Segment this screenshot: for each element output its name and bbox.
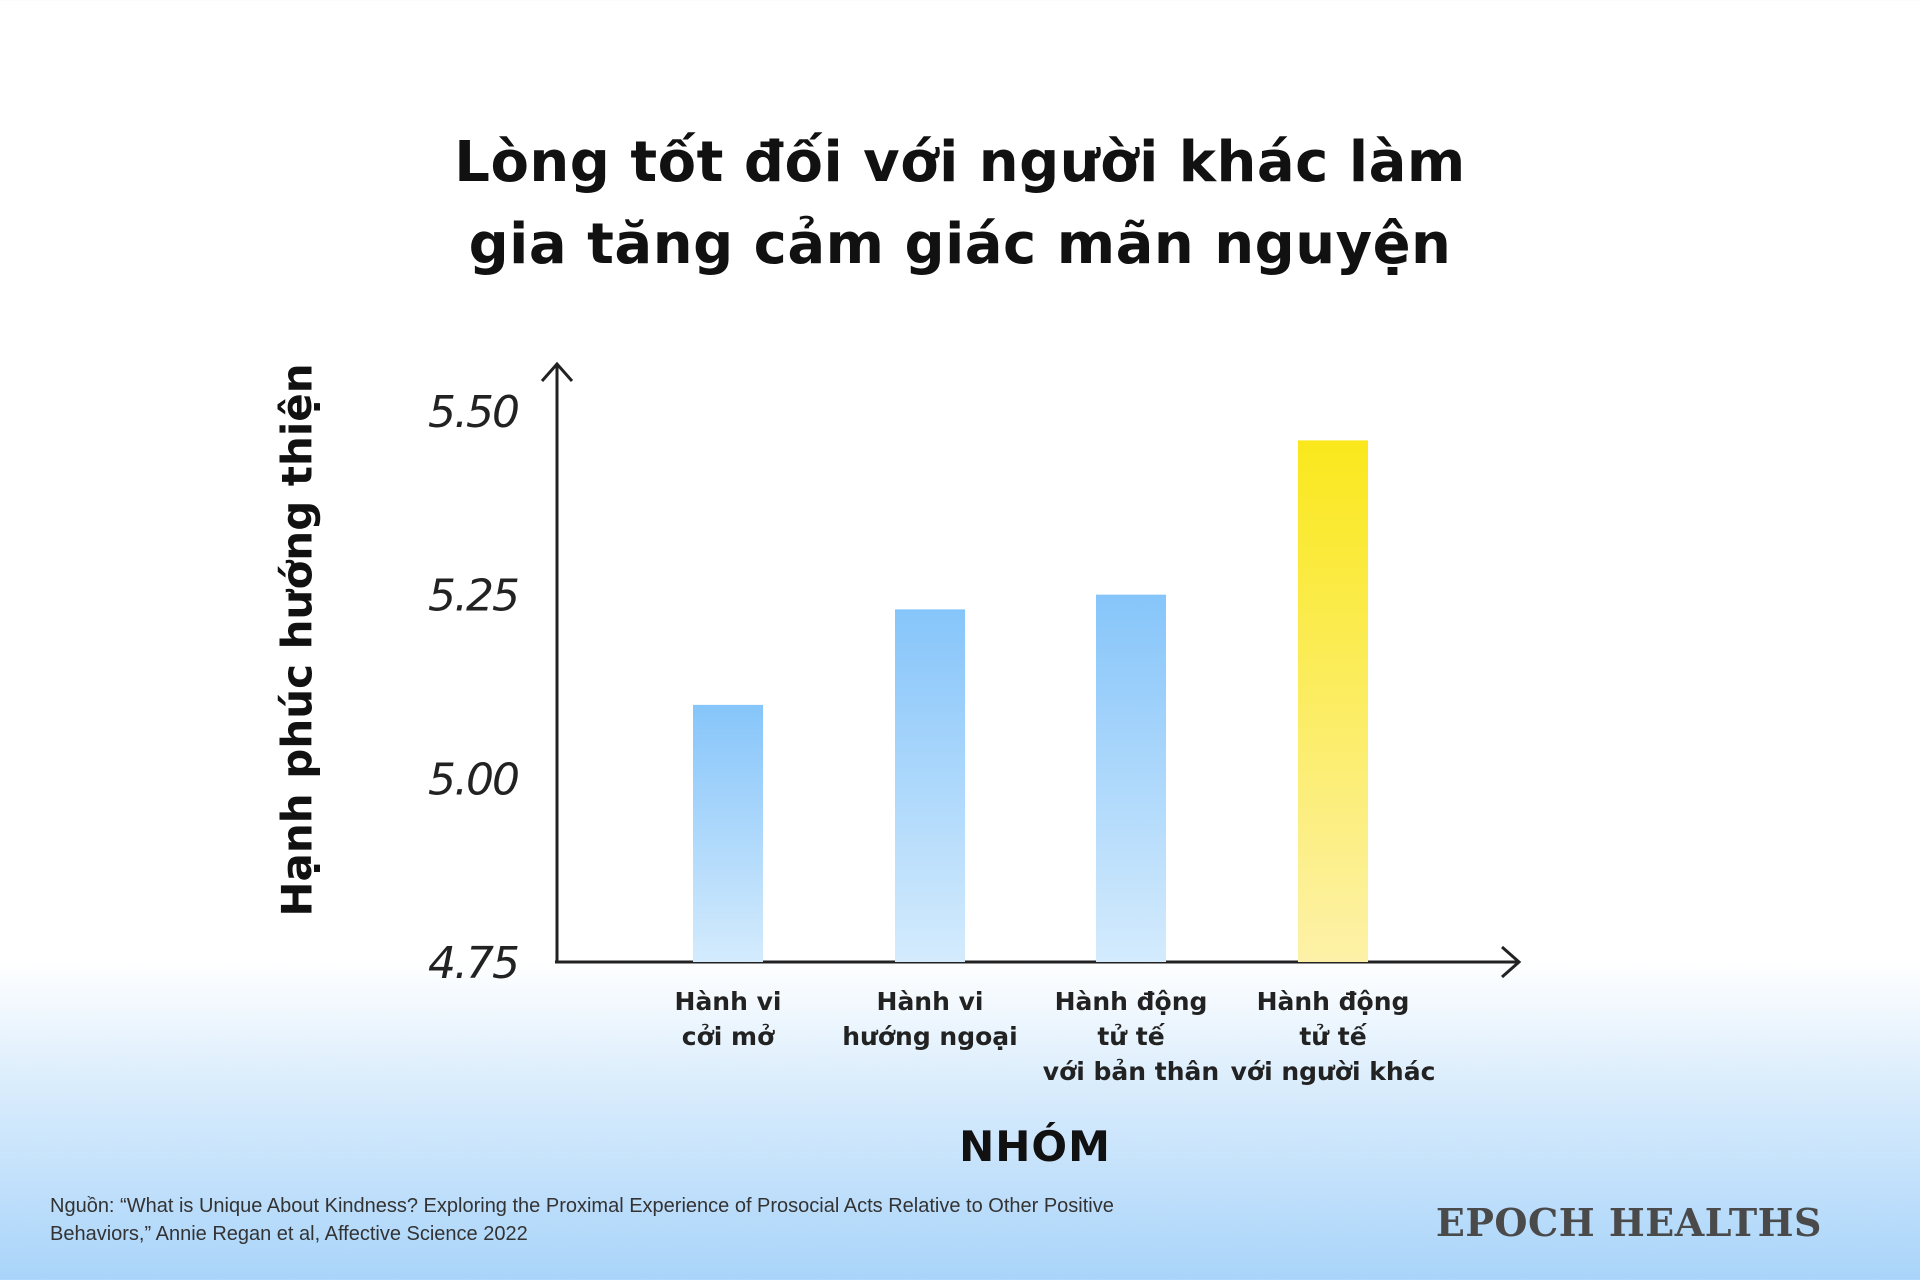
bar-4 — [1298, 440, 1368, 962]
y-tick-label: 5.25 — [428, 571, 518, 622]
x-tick-label-line: Hành động — [1257, 987, 1410, 1016]
source-line-2: Behaviors,” Annie Regan et al, Affective… — [50, 1223, 528, 1245]
x-axis-arrow — [1501, 945, 1522, 979]
x-tick-label-1: Hành vi cởi mở — [675, 987, 782, 1051]
chart-title-line-1: Lòng tốt đối với người khác làm — [454, 130, 1466, 195]
chart-title-line-2: gia tăng cảm giác mãn nguyện — [468, 212, 1452, 277]
x-tick-label-3: Hành động tử tế với bản thân — [1043, 987, 1219, 1086]
x-tick-label-2: Hành vi hướng ngoại — [842, 987, 1017, 1051]
y-tick-label: 5.00 — [428, 754, 518, 805]
chart-axes — [540, 361, 1522, 979]
x-tick-label-line: Hành vi — [675, 987, 782, 1016]
x-tick-label-line: cởi mở — [682, 1022, 775, 1051]
brand-logo: EPOCH HEALTHS — [1435, 1200, 1822, 1245]
x-axis-label: NHÓM — [959, 1122, 1111, 1171]
y-axis-arrow — [540, 361, 574, 382]
source-citation: Nguồn: “What is Unique About Kindness? E… — [50, 1192, 1350, 1248]
x-tick-label-line: với bản thân — [1043, 1057, 1219, 1086]
y-tick-label: 5.50 — [428, 387, 518, 438]
bar-3 — [1096, 594, 1166, 962]
bar-2 — [895, 609, 965, 962]
x-tick-label-line: tử tế — [1097, 1022, 1165, 1051]
x-tick-label-line: với người khác — [1231, 1057, 1436, 1086]
x-tick-label-line: tử tế — [1299, 1022, 1367, 1051]
source-line-1: Nguồn: “What is Unique About Kindness? E… — [50, 1195, 1114, 1217]
x-tick-label-4: Hành động tử tế với người khác — [1231, 987, 1436, 1086]
chart-title: Lòng tốt đối với người khác làm gia tăng… — [0, 122, 1920, 286]
x-tick-label-line: hướng ngoại — [842, 1022, 1017, 1051]
bar-1 — [693, 704, 763, 962]
x-tick-label-line: Hành động — [1055, 987, 1208, 1016]
y-tick-label: 4.75 — [428, 938, 518, 989]
x-tick-label-line: Hành vi — [877, 987, 984, 1016]
